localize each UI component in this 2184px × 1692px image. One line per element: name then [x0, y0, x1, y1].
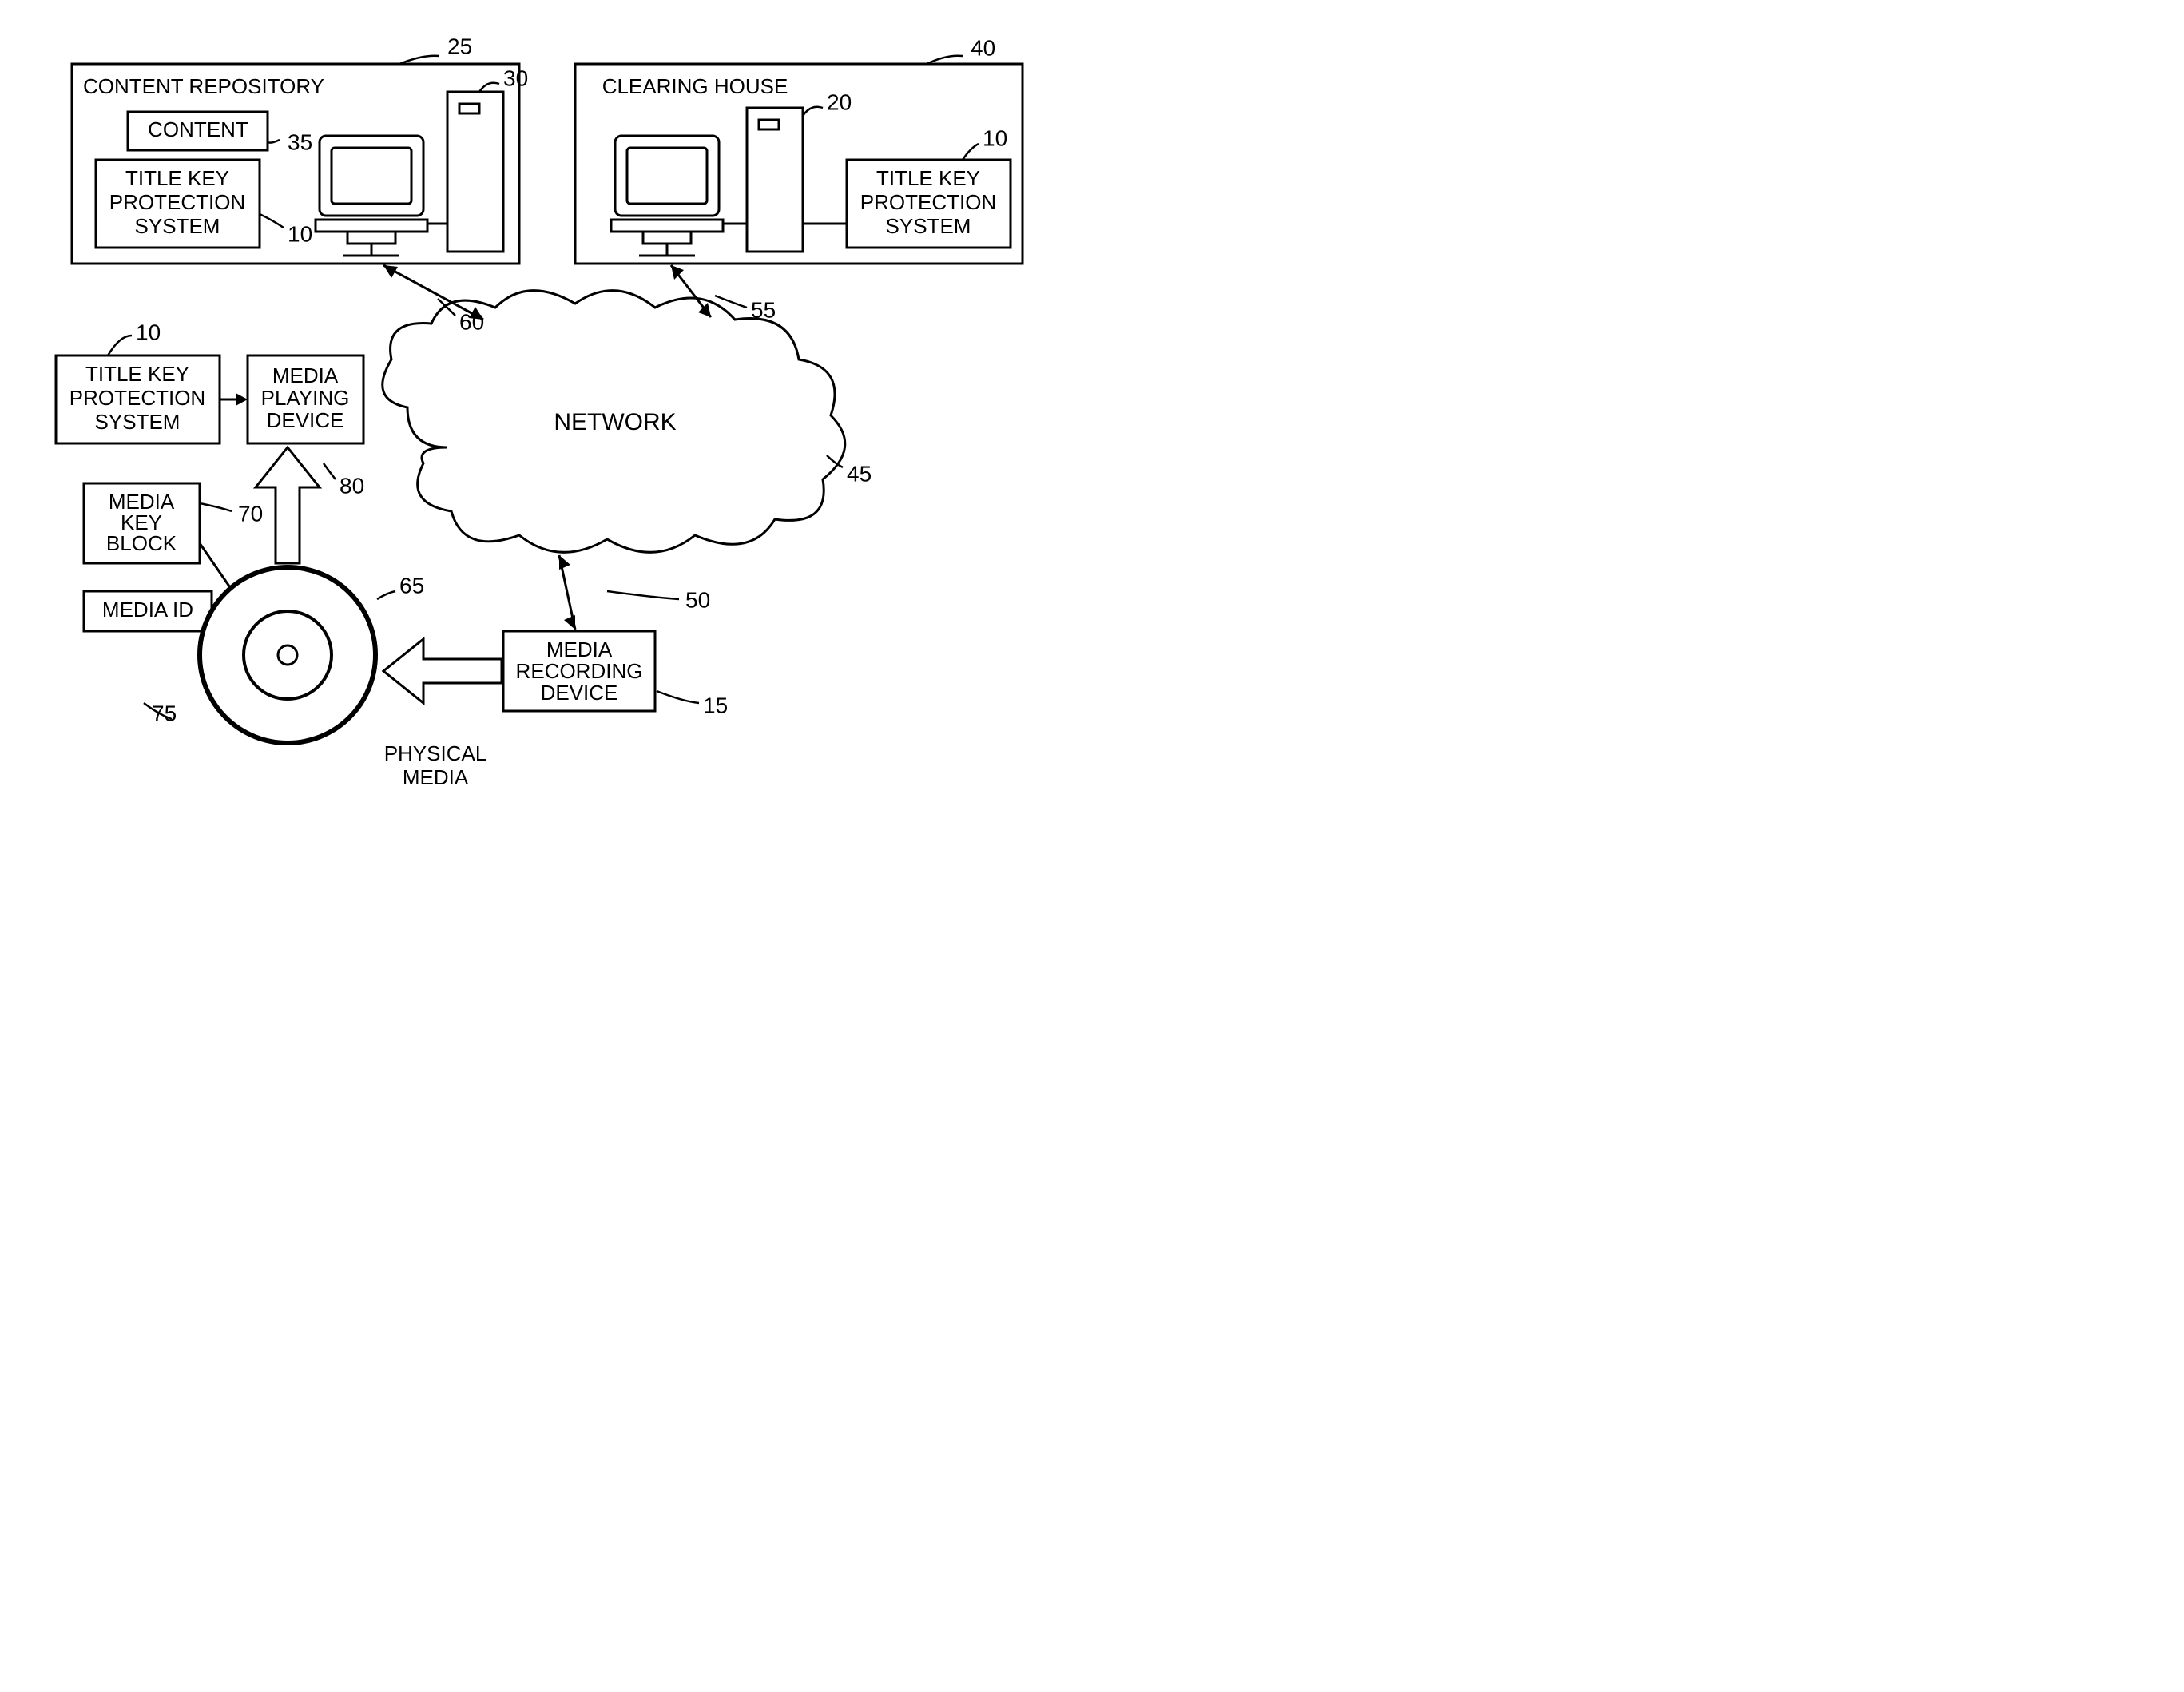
leader-70: [200, 503, 232, 511]
ref-60: 60: [459, 309, 484, 334]
leader-15: [657, 691, 699, 703]
media-id-label: MEDIA ID: [102, 598, 193, 622]
leader-65: [377, 591, 395, 599]
network-label: NETWORK: [554, 409, 676, 435]
ref-30: 30: [503, 66, 528, 90]
ref-10b: 10: [983, 125, 1007, 150]
physical-media-line2: MEDIA: [403, 765, 469, 789]
media-playing-line2: PLAYING: [261, 386, 350, 410]
tkps-clearing-line2: PROTECTION: [860, 190, 996, 214]
ref-50: 50: [685, 587, 710, 612]
tkps-repo-line3: SYSTEM: [135, 214, 220, 238]
repo-server-icon: [447, 92, 503, 252]
media-playing-line3: DEVICE: [267, 408, 344, 432]
ref-65: 65: [399, 573, 424, 598]
mrd-line3: DEVICE: [541, 681, 618, 705]
clearing-house-group: CLEARING HOUSE TITLE KEY PROTECTION SYST…: [575, 64, 1023, 264]
leader-10c: [108, 336, 132, 355]
leader-40: [927, 56, 963, 64]
content-repository-title: CONTENT REPOSITORY: [83, 74, 324, 98]
tkps-left-line1: TITLE KEY: [85, 362, 189, 386]
leader-10b: [963, 144, 979, 160]
ref-40: 40: [971, 35, 995, 60]
arrow-clearing-network: [671, 265, 711, 317]
tkps-left-line2: PROTECTION: [69, 386, 205, 410]
clearing-monitor-icon: [611, 136, 723, 256]
mkb-line3: BLOCK: [106, 531, 177, 555]
ref-55: 55: [751, 297, 776, 322]
tkps-clearing-line1: TITLE KEY: [876, 166, 980, 190]
ref-75: 75: [152, 701, 177, 725]
leader-50: [607, 591, 679, 599]
leader-25: [399, 56, 439, 64]
mrd-line2: RECORDING: [516, 659, 643, 683]
mrd-line1: MEDIA: [546, 637, 613, 661]
physical-media-disc: [200, 567, 375, 743]
leader-30: [479, 83, 499, 92]
ref-25: 25: [447, 34, 472, 58]
media-playing-line1: MEDIA: [272, 363, 339, 387]
clearing-house-title: CLEARING HOUSE: [602, 74, 788, 98]
ref-10a: 10: [288, 221, 312, 246]
ref-35: 35: [288, 129, 312, 154]
tkps-repo-line1: TITLE KEY: [125, 166, 229, 190]
ref-70: 70: [238, 501, 263, 526]
ref-10c: 10: [136, 320, 161, 344]
arrow-tkps-to-player-head: [236, 393, 248, 406]
tkps-clearing-line3: SYSTEM: [886, 214, 971, 238]
physical-media-line1: PHYSICAL: [384, 741, 487, 765]
network-cloud: NETWORK: [383, 291, 845, 553]
ref-45: 45: [847, 461, 872, 486]
leader-10a: [260, 214, 284, 228]
big-arrow-left: [383, 639, 502, 703]
ref-80: 80: [340, 473, 364, 498]
arrow-network-recording: [559, 555, 575, 630]
repo-monitor-icon: [316, 136, 427, 256]
tkps-left-line3: SYSTEM: [95, 410, 181, 434]
tkps-repo-line2: PROTECTION: [109, 190, 245, 214]
ref-15: 15: [703, 693, 728, 717]
ref-20: 20: [827, 89, 852, 114]
clearing-server-icon: [747, 108, 803, 252]
leader-80: [324, 463, 336, 479]
big-arrow-up: [256, 447, 320, 563]
leader-20: [803, 107, 823, 116]
leader-35: [268, 140, 280, 143]
content-label: CONTENT: [148, 117, 248, 141]
